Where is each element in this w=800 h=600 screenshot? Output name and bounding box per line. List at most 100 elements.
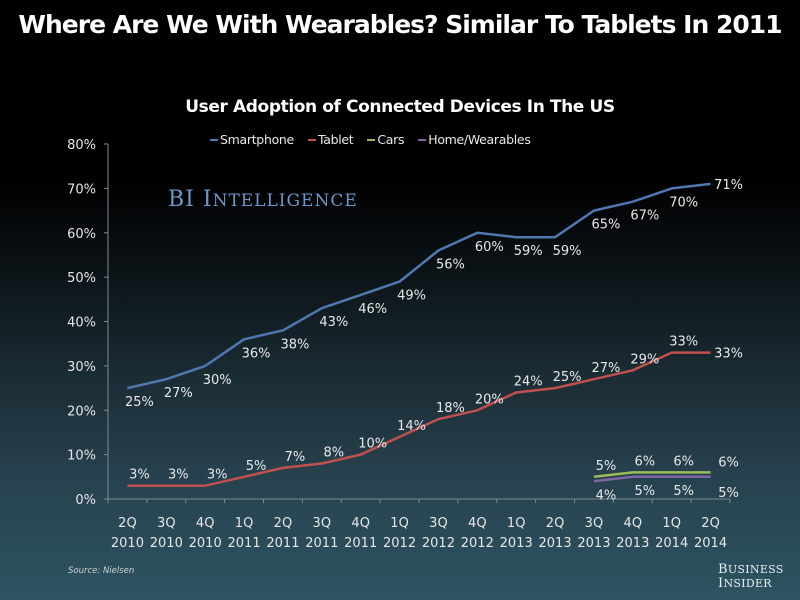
x-tick-label-quarter: 4Q: [351, 516, 370, 531]
x-tick-label-quarter: 1Q: [390, 516, 409, 531]
data-label-smartphone: 25%: [125, 395, 154, 410]
legend-item-home-wearables: Home/Wearables: [418, 132, 531, 147]
data-label-tablet: 18%: [436, 401, 465, 416]
x-tick-label-year: 2013: [500, 536, 533, 551]
y-tick-label: 0%: [75, 493, 96, 508]
data-label-tablet: 5%: [246, 459, 267, 474]
data-label-smartphone: 60%: [475, 240, 504, 255]
legend-swatch-home-wearables: [418, 138, 427, 141]
x-tick-label-year: 2013: [577, 536, 610, 551]
source-note: Source: Nielsen: [68, 566, 135, 576]
x-tick-label-year: 2010: [189, 536, 222, 551]
data-label-tablet: 20%: [475, 392, 504, 407]
brand-line-1-cap: B: [718, 562, 728, 577]
data-label-tablet: 3%: [129, 468, 150, 483]
watermark-bi: BI: [168, 187, 195, 212]
legend-swatch-tablet: [307, 138, 316, 141]
data-label-tablet: 7%: [285, 450, 306, 465]
main-title: Where Are We With Wearables? Similar To …: [18, 10, 782, 39]
x-tick-label-year: 2011: [305, 536, 338, 551]
data-label-tablet: 10%: [358, 437, 387, 452]
data-label-home-wearables: 4%: [596, 488, 617, 503]
x-tick-label-quarter: 2Q: [546, 516, 565, 531]
x-tick-label-quarter: 3Q: [585, 516, 604, 531]
legend-label-cars: Cars: [377, 132, 405, 147]
data-label-home-wearables: 5%: [718, 486, 739, 501]
legend-item-smartphone: Smartphone: [210, 132, 294, 147]
data-label-smartphone: 49%: [397, 289, 426, 304]
business-insider-logo: BUSINESS INSIDER: [718, 563, 784, 591]
data-label-tablet: 33%: [669, 335, 698, 350]
x-tick-label-quarter: 1Q: [662, 516, 681, 531]
data-label-smartphone: 70%: [669, 195, 698, 210]
x-tick-label-year: 2011: [228, 536, 261, 551]
x-tick-label-quarter: 3Q: [429, 516, 448, 531]
x-tick-label-quarter: 1Q: [507, 516, 526, 531]
x-tick-label-quarter: 2Q: [701, 516, 720, 531]
x-tick-label-year: 2013: [616, 536, 649, 551]
y-tick-label: 30%: [67, 360, 96, 375]
data-label-smartphone: 38%: [280, 337, 309, 352]
data-label-home-wearables: 5%: [673, 484, 694, 499]
chart-axes: 0% 10% 20% 30% 40% 50% 60% 70% 80% 2Q 2010 3Q 2010 4Q…: [67, 138, 731, 551]
data-label-smartphone: 67%: [630, 209, 659, 224]
x-tick-label-year: 2010: [111, 536, 144, 551]
x-tick-label-year: 2012: [461, 536, 494, 551]
brand-line-1-rest: USINESS: [727, 563, 784, 576]
chart-title: User Adoption of Connected Devices In Th…: [185, 97, 615, 117]
x-tick-label-quarter: 4Q: [468, 516, 487, 531]
x-tick-label-quarter: 2Q: [274, 516, 293, 531]
data-label-smartphone: 27%: [164, 386, 193, 401]
y-tick-label: 40%: [67, 316, 96, 331]
watermark-cap: I: [202, 187, 213, 212]
data-label-tablet: 24%: [514, 375, 543, 390]
y-tick-label: 60%: [67, 227, 96, 242]
data-label-smartphone: 46%: [358, 302, 387, 317]
legend-item-tablet: Tablet: [307, 132, 354, 147]
series-line-home-wearables: [593, 475, 711, 483]
x-tick-label-year: 2014: [655, 536, 688, 551]
x-tick-label-quarter: 4Q: [196, 516, 215, 531]
data-label-cars: 6%: [718, 455, 739, 470]
series-line-cars: [593, 471, 711, 479]
chart-data-labels: 25% 27% 30% 36% 38% 43% 46% 49% 56% 60% 59% 59% 65% 6…: [125, 178, 743, 503]
data-label-smartphone: 59%: [514, 244, 543, 259]
x-tick-label-year: 2011: [266, 536, 299, 551]
data-label-tablet: 14%: [397, 419, 426, 434]
data-label-cars: 6%: [673, 454, 694, 469]
data-label-tablet: 25%: [553, 370, 582, 385]
x-tick-label-year: 2014: [694, 536, 727, 551]
legend-item-cars: Cars: [367, 132, 405, 147]
data-label-cars: 6%: [635, 454, 656, 469]
x-tick-label-quarter: 3Q: [313, 516, 332, 531]
series-line-smartphone: [127, 182, 711, 390]
data-label-tablet: 27%: [591, 361, 620, 376]
y-tick-label: 50%: [67, 271, 96, 286]
x-tick-label-quarter: 3Q: [157, 516, 176, 531]
data-label-cars: 5%: [596, 459, 617, 474]
data-label-smartphone: 56%: [436, 258, 465, 273]
x-tick-label-year: 2011: [344, 536, 377, 551]
data-label-smartphone: 30%: [203, 373, 232, 388]
chart-legend: Smartphone Tablet Cars Home/Wearables: [210, 132, 531, 147]
data-label-home-wearables: 5%: [635, 484, 656, 499]
data-label-smartphone: 43%: [319, 315, 348, 330]
x-tick-label-year: 2010: [150, 536, 183, 551]
data-label-smartphone: 65%: [591, 218, 620, 233]
data-label-tablet: 3%: [207, 468, 228, 483]
data-label-smartphone: 71%: [714, 178, 743, 193]
x-tick-label-quarter: 4Q: [624, 516, 643, 531]
data-label-tablet: 3%: [168, 468, 189, 483]
brand-line-1: BUSINESS: [718, 563, 784, 577]
bi-intelligence-watermark: BI INTELLIGENCE: [168, 187, 358, 212]
data-label-tablet: 8%: [324, 446, 345, 461]
data-label-smartphone: 36%: [242, 346, 271, 361]
data-label-tablet: 33%: [714, 347, 743, 362]
chart-lines: [127, 182, 711, 487]
data-label-smartphone: 59%: [553, 244, 582, 259]
y-tick-label: 20%: [67, 404, 96, 419]
legend-label-tablet: Tablet: [317, 132, 354, 147]
x-tick-label-year: 2013: [539, 536, 572, 551]
x-tick-label-year: 2012: [422, 536, 455, 551]
